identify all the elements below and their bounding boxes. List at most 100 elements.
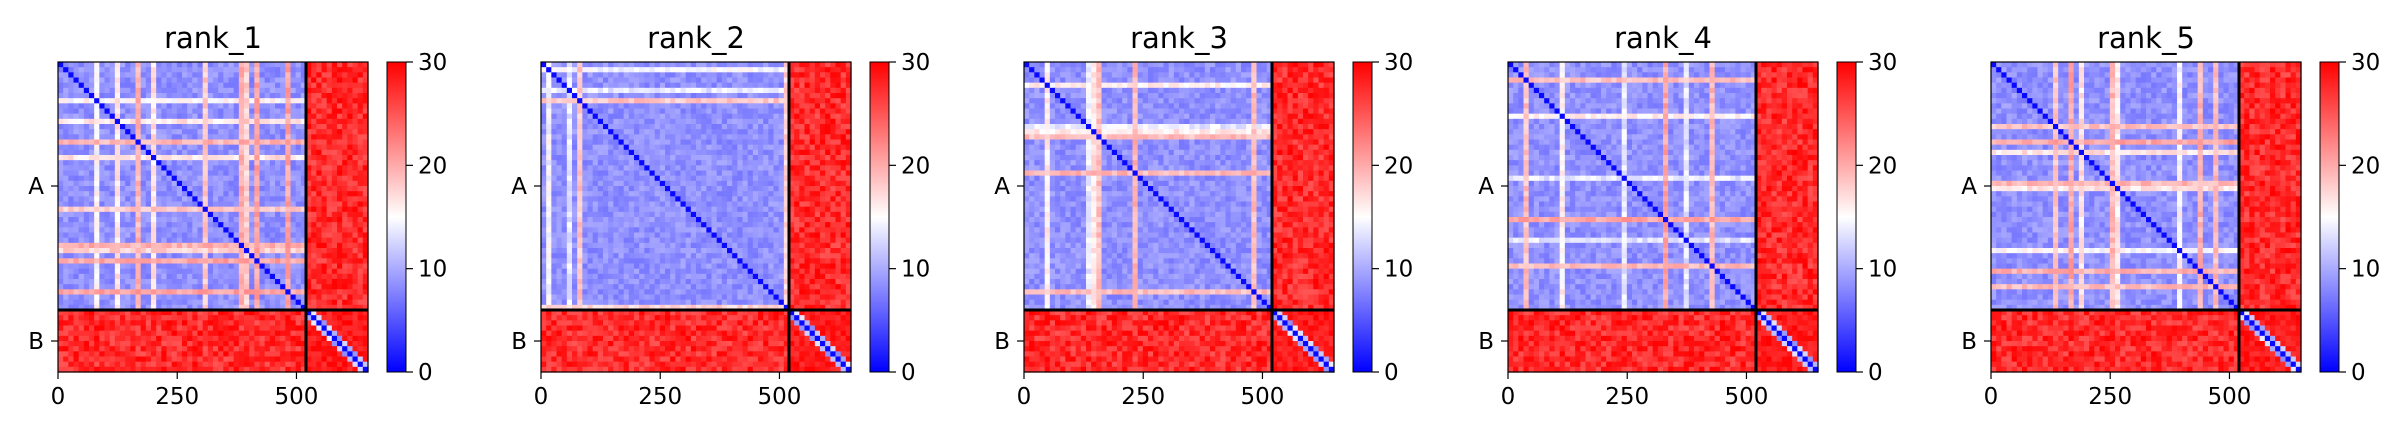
heatmap-cell [104,211,111,218]
heatmap-cell [68,201,75,208]
heatmap-cell [68,103,75,110]
heatmap-cell [94,227,100,234]
heatmap-cell [556,77,563,84]
heatmap-cell [269,361,276,368]
heatmap-cell [331,144,338,151]
heatmap-cell [207,335,214,342]
heatmap-cell [326,108,333,115]
heatmap-cell [809,87,816,94]
heatmap-cell [114,222,121,228]
heatmap-cell [577,139,583,146]
heatmap-cell [161,103,168,110]
heatmap-cell [202,134,209,141]
heatmap-cell [269,237,276,244]
heatmap-cell [94,341,100,347]
colorbar-tick-label: 0 [418,360,433,386]
heatmap-cell [94,351,100,358]
heatmap-cell [151,289,157,296]
heatmap-cell [145,356,152,363]
heatmap-cell [290,299,297,306]
heatmap-cell [171,320,178,327]
heatmap-cell [561,67,568,73]
heatmap-cell [130,325,137,332]
heatmap-cell [63,335,69,342]
heatmap-cell [218,268,224,275]
heatmap-cell [228,320,235,327]
heatmap-cell [63,186,69,192]
heatmap-cell [727,144,733,151]
heatmap-cell [130,180,137,187]
heatmap-cell [337,366,343,373]
heatmap-cell [804,144,811,151]
heatmap-cell [249,118,255,125]
heatmap-cell [114,253,121,259]
heatmap-cell [809,124,816,130]
heatmap-cell [213,191,219,197]
heatmap-cell [551,67,558,73]
heatmap-cell [783,72,790,79]
heatmap-cell [140,294,147,301]
heatmap-cell [94,289,100,296]
heatmap-cell [114,165,121,172]
heatmap-cell [130,103,137,110]
heatmap-cell [321,113,328,120]
heatmap-cell [125,118,131,125]
heatmap-cell [357,330,364,337]
heatmap-cell [182,155,188,161]
heatmap-cell [99,180,106,187]
heatmap-cell [752,160,759,166]
heatmap-cell [109,315,116,321]
heatmap-cell [125,196,131,203]
heatmap-cell [840,134,847,141]
heatmap-cell [311,98,317,104]
heatmap-cell [337,341,343,347]
heatmap-cell [207,196,214,203]
heatmap-cell [608,134,614,141]
heatmap-cell [337,304,343,311]
heatmap-cell [331,134,338,141]
heatmap-cell [732,175,738,182]
heatmap-cell [275,227,281,234]
heatmap-cell [58,77,64,84]
heatmap-cell [151,346,157,352]
heatmap-cell [845,62,852,68]
heatmap-cell [357,263,364,270]
heatmap-cell [109,113,116,120]
heatmap-cell [238,242,245,249]
heatmap-cell [649,113,656,120]
heatmap-cell [618,165,625,172]
heatmap-cell [732,77,738,84]
heatmap-cell [238,82,245,89]
heatmap-cell [290,113,297,120]
heatmap-cell [592,134,599,141]
heatmap-cell [285,149,292,156]
heatmap-cell [326,206,333,213]
heatmap-cell [357,170,364,177]
heatmap-cell [109,67,116,73]
heatmap-cell [347,180,354,187]
heatmap-cell [285,335,292,342]
heatmap-cell [690,72,697,79]
heatmap-cell [83,263,90,270]
heatmap-cell [311,62,317,68]
heatmap-cell [264,279,271,285]
heatmap-cell [665,170,671,177]
heatmap-cell [799,62,806,68]
heatmap-cell [213,149,219,156]
heatmap-cell [63,170,69,177]
heatmap-cell [290,170,297,177]
heatmap-cell [78,155,85,161]
heatmap-cell [321,351,328,358]
heatmap-cell [685,108,692,115]
heatmap-cell [259,366,266,373]
heatmap-cell [337,201,343,208]
heatmap-cell [804,77,811,84]
heatmap-cell [665,93,671,99]
heatmap-cell [269,366,276,373]
heatmap-cell [799,118,806,125]
heatmap-cell [78,351,85,358]
heatmap-cell [825,124,831,130]
heatmap-cell [737,77,744,84]
heatmap-cell [264,227,271,234]
